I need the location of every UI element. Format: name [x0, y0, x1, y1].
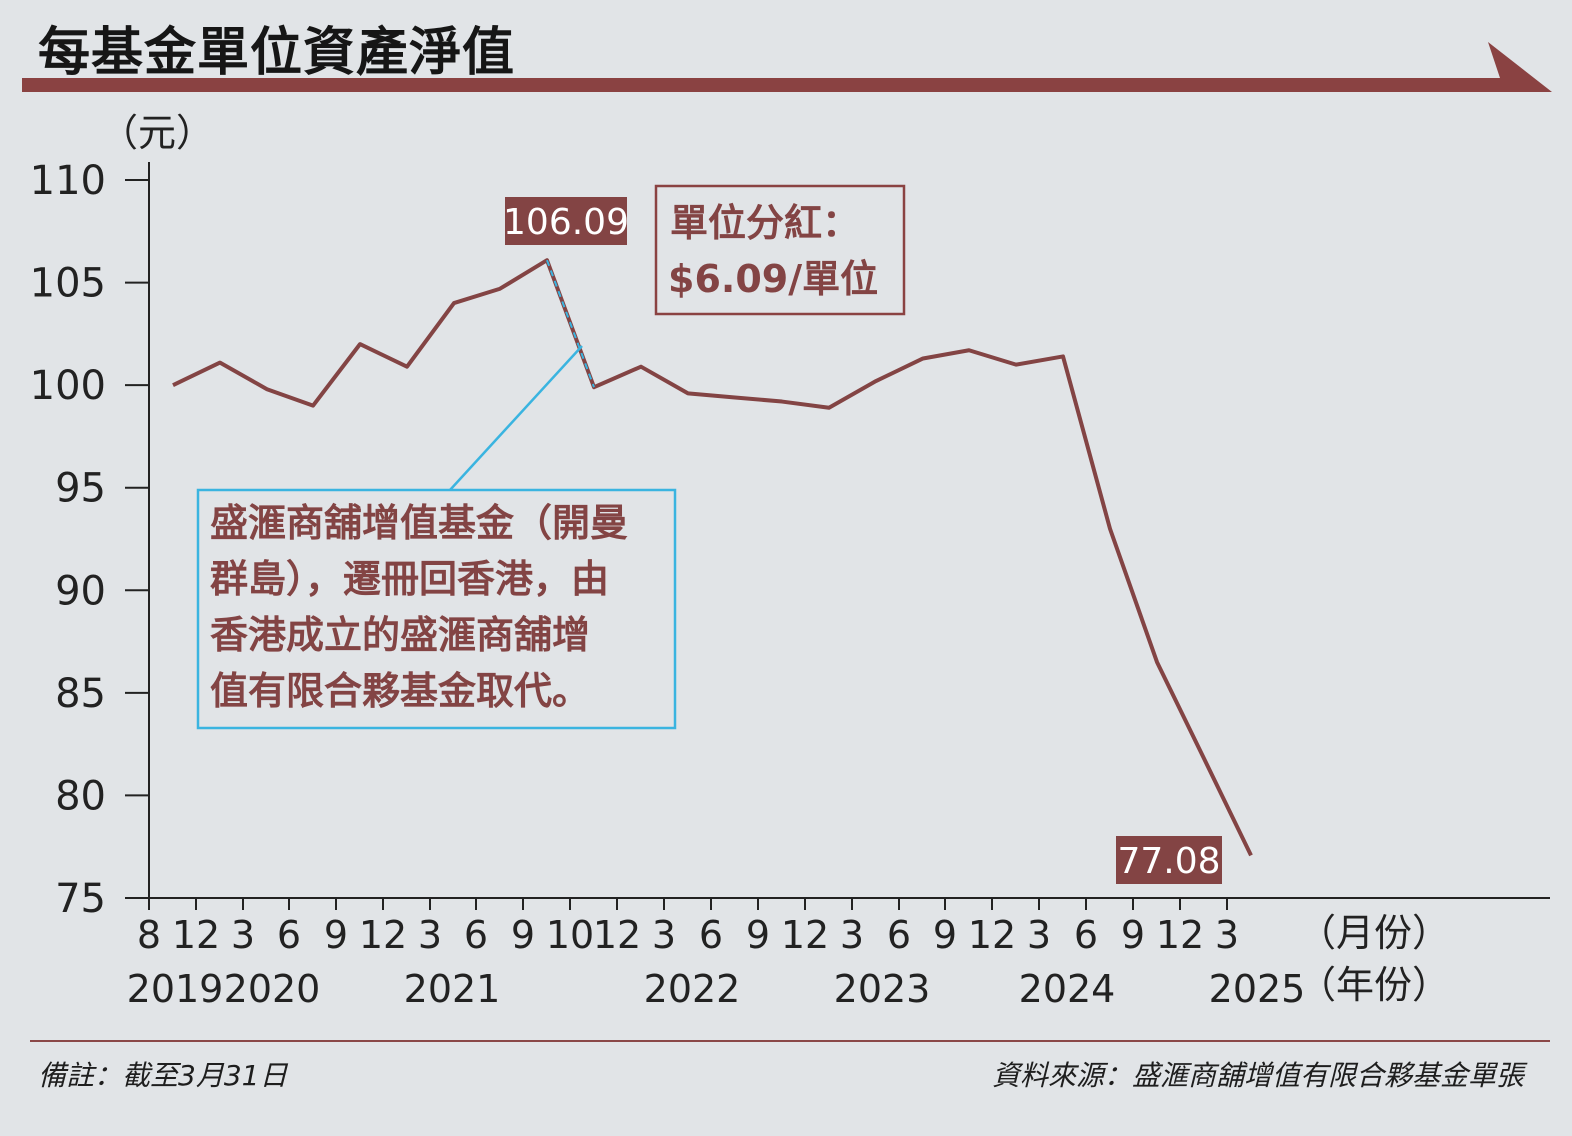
x-month-label: 6 [277, 913, 301, 957]
y-ticks: 110 105 100 95 90 85 80 75 [30, 158, 149, 922]
peak-label-box [505, 197, 627, 245]
x-month-label: 6 [464, 913, 488, 957]
peak-label: 106.09 [503, 202, 629, 243]
x-month-label: 12 [781, 913, 829, 957]
dividend-box [654, 184, 906, 316]
end-label-box [1116, 836, 1222, 884]
x-month-label: 12 [1156, 913, 1204, 957]
dividend-line1: 單位分紅： [670, 201, 860, 245]
x-month-label: 3 [652, 913, 676, 957]
y-tick-label: 90 [55, 568, 106, 614]
x-year-label: 2020 [224, 967, 321, 1011]
x-year-label: 2024 [1019, 967, 1116, 1011]
x-year-label: 2021 [404, 967, 501, 1011]
x-year-label: 2025 [1209, 967, 1306, 1011]
y-axis-unit: （元） [100, 111, 214, 155]
x-month-label: 3 [231, 913, 255, 957]
x-year-label: 2019 [127, 967, 224, 1011]
x-month-label: 9 [746, 913, 770, 957]
x-month-label: 3 [1027, 913, 1051, 957]
dividend-line2: $6.09/單位 [668, 257, 878, 301]
y-tick-label: 110 [30, 158, 106, 204]
callout-line-2: 群島），遷冊回香港，由 [210, 557, 609, 601]
title-arrowhead [1488, 42, 1552, 92]
x-month-label: 10 [546, 913, 594, 957]
x-month-label: 3 [418, 913, 442, 957]
x-month-label: 3 [840, 913, 864, 957]
x-year-label: 2023 [834, 967, 931, 1011]
footnote: 備註：截至3月31日 [38, 1059, 288, 1092]
x-month-label: 12 [968, 913, 1016, 957]
y-tick-label: 80 [55, 773, 106, 819]
y-tick-label: 85 [55, 671, 106, 717]
y-tick-label: 75 [55, 876, 106, 922]
x-year-label: 2022 [644, 967, 741, 1011]
end-label: 77.08 [1117, 841, 1220, 882]
callout-line-3: 香港成立的盛滙商舖增 [210, 613, 590, 657]
x-month-label: 12 [172, 913, 220, 957]
callout-leader [449, 345, 583, 491]
source-note: 資料來源：盛滙商舖增值有限合夥基金單張 [991, 1059, 1524, 1092]
nav-series-line [172, 258, 1253, 857]
y-tick-label: 95 [55, 466, 106, 512]
x-year-unit: （年份） [1298, 963, 1450, 1007]
x-month-label: 12 [359, 913, 407, 957]
y-tick-label: 105 [30, 261, 106, 307]
x-month-label: 8 [137, 913, 161, 957]
x-month-label: 9 [324, 913, 348, 957]
callout-box [196, 488, 677, 730]
y-tick-label: 100 [30, 363, 106, 409]
x-month-label: 12 [593, 913, 641, 957]
x-month-unit: （月份） [1298, 911, 1450, 955]
chart-title: 每基金單位資產淨值 [38, 23, 516, 83]
x-month-label: 9 [1121, 913, 1145, 957]
x-month-label: 9 [511, 913, 535, 957]
dividend-drop-dash [546, 259, 595, 388]
x-month-label: 9 [933, 913, 957, 957]
callout-line-4: 值有限合夥基金取代。 [210, 669, 590, 713]
x-month-label: 6 [887, 913, 911, 957]
x-month-label: 3 [1215, 913, 1239, 957]
footer-rule [30, 1040, 1550, 1042]
x-month-label: 6 [699, 913, 723, 957]
callout-line-1: 盛滙商舖增值基金（開曼 [210, 501, 628, 545]
x-month-label: 6 [1074, 913, 1098, 957]
title-bar [22, 78, 1512, 92]
